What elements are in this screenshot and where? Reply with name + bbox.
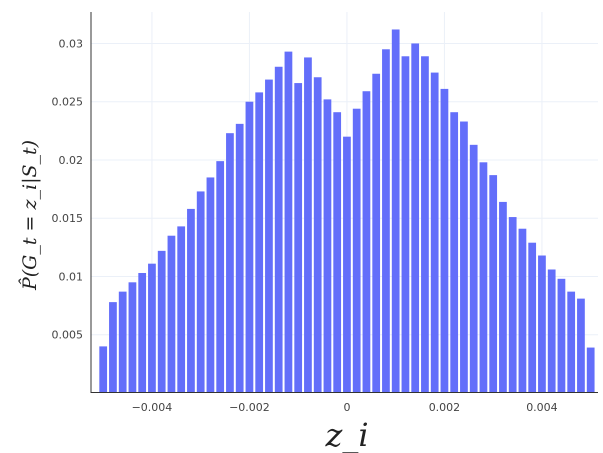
y-tick-label: 0.01	[59, 270, 84, 283]
bar	[157, 250, 166, 393]
bar	[216, 161, 225, 393]
bar	[499, 201, 507, 393]
bar	[469, 144, 478, 393]
bar	[440, 88, 449, 394]
bar	[138, 272, 147, 393]
bar	[508, 217, 517, 393]
x-tick-labels: −0.004 −0.002 0 0.002 0.004	[132, 401, 558, 414]
bar	[372, 73, 381, 394]
bar	[148, 263, 156, 393]
bar	[187, 208, 195, 393]
y-tick-label: 0.005	[52, 329, 84, 342]
bar	[128, 282, 137, 393]
bar	[343, 136, 351, 393]
bar	[391, 29, 400, 394]
bar	[284, 51, 293, 393]
x-axis-label: z_i	[324, 416, 368, 453]
bar	[245, 101, 254, 393]
y-tick-label: 0.02	[59, 154, 84, 167]
bar	[362, 91, 371, 393]
y-tick-labels: 0.005 0.01 0.015 0.02 0.025 0.03	[52, 37, 84, 341]
x-tick-label: −0.004	[132, 401, 173, 414]
x-tick-label: −0.002	[229, 401, 270, 414]
bar	[567, 291, 576, 393]
bar	[304, 57, 312, 393]
bar	[538, 255, 546, 393]
bar	[586, 347, 595, 393]
bar	[352, 108, 361, 393]
bar	[323, 99, 332, 394]
bar	[206, 177, 215, 393]
bar	[518, 228, 527, 393]
bar	[460, 121, 468, 393]
bar	[196, 191, 205, 393]
x-tick-label: 0.004	[526, 401, 558, 414]
y-tick-label: 0.025	[52, 96, 84, 109]
bar	[489, 175, 498, 393]
x-tick-label: 0	[343, 401, 350, 414]
bar	[255, 92, 264, 393]
bar	[265, 79, 273, 394]
bar	[177, 226, 186, 393]
bar	[313, 77, 322, 393]
bar	[294, 83, 303, 393]
bar	[99, 346, 108, 393]
bars	[99, 29, 595, 394]
bar	[226, 133, 234, 393]
x-tick-label: 0.002	[429, 401, 461, 414]
bar	[421, 56, 429, 393]
bar	[109, 302, 117, 393]
bar	[528, 242, 537, 393]
bar	[333, 112, 342, 393]
bar	[450, 112, 459, 393]
bar	[118, 291, 127, 393]
bar	[274, 66, 283, 393]
bar	[411, 43, 420, 394]
bar	[479, 162, 488, 393]
bar	[557, 278, 566, 393]
bar	[235, 123, 244, 393]
bar	[167, 235, 176, 393]
y-axis-label: P̂(G_t = z_i|S_t)	[19, 140, 41, 291]
y-tick-label: 0.03	[59, 37, 84, 50]
bar	[577, 298, 585, 393]
y-tick-label: 0.015	[52, 212, 84, 225]
bar	[547, 269, 556, 393]
bar	[430, 72, 439, 393]
bar	[382, 49, 390, 394]
bar	[401, 56, 410, 393]
